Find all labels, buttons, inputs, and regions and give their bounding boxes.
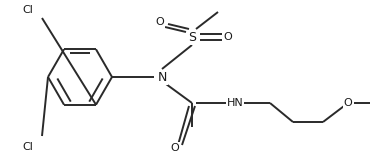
- Text: HN: HN: [227, 98, 243, 108]
- Text: O: O: [156, 17, 164, 27]
- Text: N: N: [157, 71, 167, 84]
- Text: Cl: Cl: [23, 142, 33, 152]
- Text: Cl: Cl: [23, 5, 33, 15]
- Text: O: O: [344, 98, 352, 108]
- Text: O: O: [171, 143, 179, 153]
- Text: S: S: [188, 31, 196, 44]
- Text: O: O: [224, 32, 232, 42]
